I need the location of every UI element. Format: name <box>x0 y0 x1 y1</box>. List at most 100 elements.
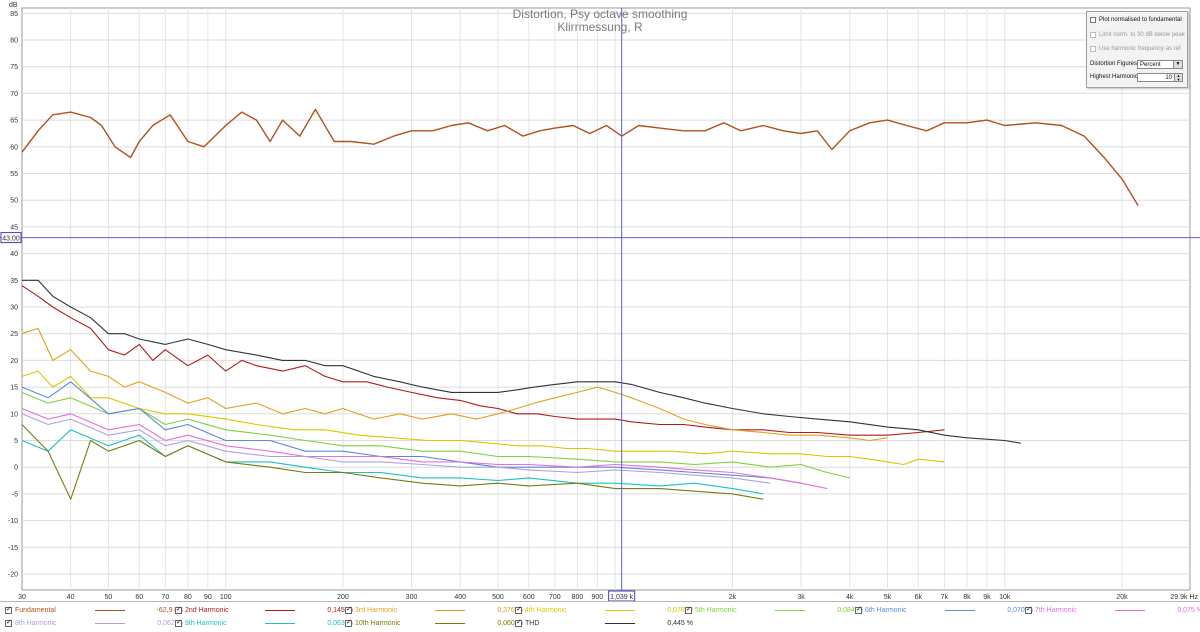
x-tick-label: 800 <box>572 594 584 601</box>
series-lines <box>21 108 1139 500</box>
grid-lines <box>21 7 1191 591</box>
y-tick-label: 40 <box>10 251 18 258</box>
spinner-arrows-icon[interactable]: ▲ ▼ <box>1174 74 1182 82</box>
legend-label: 2nd Harmonic <box>185 606 229 614</box>
legend-checkbox[interactable] <box>685 605 692 614</box>
plot-frame <box>21 7 1191 591</box>
x-tick-label: 300 <box>406 594 418 601</box>
series-7th-harmonic <box>21 407 828 490</box>
legend-item-thd[interactable]: THD 0,445 % <box>515 618 693 628</box>
legend-value: 0,070 % <box>1007 606 1033 614</box>
legend-label: 4th Harmonic <box>525 606 567 614</box>
legend-item-4th-harmonic[interactable]: 4th Harmonic 0,078 % <box>515 605 693 615</box>
series-thd <box>22 279 1021 444</box>
y-tick-label: 35 <box>10 278 18 285</box>
distortion-figures-select[interactable]: Percent ▼ <box>1137 60 1183 69</box>
controls-panel: Plot normalised to fundamental Limit nor… <box>1086 11 1188 88</box>
y-tick-label: 30 <box>10 305 18 312</box>
y-tick-label: 5 <box>14 438 18 445</box>
x-tick-label: 60 <box>135 594 143 601</box>
y-tick-label: -5 <box>12 491 18 498</box>
distortion-plot[interactable]: 43,00 1,039 k -20 -15 -10 -5 0 5 10 15 20 25 30 35 40… <box>0 0 1200 601</box>
legend-item-10th-harmonic[interactable]: 10th Harmonic 0,060 % <box>345 618 523 628</box>
legend-checkbox[interactable] <box>345 605 352 614</box>
legend-checkbox[interactable] <box>175 605 182 614</box>
cursor-x-readout: 1,039 k <box>610 594 633 601</box>
harmonic-freq-label: Use harmonic frequency as ref <box>1099 46 1181 52</box>
legend-swatch <box>265 622 295 624</box>
x-tick-label: 90 <box>204 594 212 601</box>
series-9th-harmonic <box>21 429 764 495</box>
cursor-x-readout-box <box>608 590 636 601</box>
legend-checkbox[interactable] <box>515 605 522 614</box>
legend-item-8th-harmonic[interactable]: 8th Harmonic 0,062 % <box>5 618 183 628</box>
legend-value: 0,075 % <box>1177 606 1200 614</box>
legend-value: 0,062 % <box>157 619 183 627</box>
legend-checkbox[interactable] <box>515 618 522 627</box>
legend-checkbox[interactable] <box>175 618 182 627</box>
legend-swatch <box>265 609 295 611</box>
harmonic-freq-checkbox <box>1090 46 1096 52</box>
legend-checkbox[interactable] <box>5 618 12 627</box>
legend-value: 0,078 % <box>667 606 693 614</box>
chart-title: Distortion, Psy octave smoothing <box>513 7 688 21</box>
x-tick-label: 700 <box>549 594 561 601</box>
y-tick-label: 55 <box>10 171 18 178</box>
x-tick-label: 20k <box>1116 594 1128 601</box>
distortion-figures-label: Distortion Figures: <box>1090 61 1139 67</box>
legend-swatch <box>1115 609 1145 611</box>
plot-background <box>0 0 1200 601</box>
x-tick-label: 10k <box>999 594 1011 601</box>
chevron-down-icon[interactable]: ▼ <box>1173 61 1182 68</box>
y-tick-label: 85 <box>10 11 18 18</box>
legend-item-6th-harmonic[interactable]: 6th Harmonic 0,070 % <box>855 605 1033 615</box>
legend-label: 9th Harmonic <box>185 619 227 627</box>
cursor-lines[interactable]: 43,00 1,039 k <box>0 8 1200 601</box>
legend-value: -62,9 dB <box>156 606 183 614</box>
x-tick-label: 80 <box>184 594 192 601</box>
y-tick-label: 25 <box>10 331 18 338</box>
legend-swatch <box>435 609 465 611</box>
legend-item-5th-harmonic[interactable]: 5th Harmonic 0,084 % <box>685 605 863 615</box>
y-unit-label: dB <box>9 2 18 9</box>
y-tick-label: -20 <box>8 571 18 578</box>
series-4th-harmonic <box>21 370 945 466</box>
legend-item-2nd-harmonic[interactable]: 2nd Harmonic 0,145 % <box>175 605 353 615</box>
legend-value: 0,060 % <box>497 619 523 627</box>
plot-normalised-label: Plot normalised to fundamental <box>1099 17 1182 23</box>
legend-item-7th-harmonic[interactable]: 7th Harmonic 0,075 % <box>1025 605 1200 615</box>
legend-checkbox[interactable] <box>345 618 352 627</box>
legend-label: 8th Harmonic <box>15 619 57 627</box>
legend-checkbox[interactable] <box>5 605 12 614</box>
legend-label: 10th Harmonic <box>355 619 401 627</box>
limit-norm-label: Limit norm. to 30 dB below peak <box>1099 32 1185 38</box>
legend-label: 5th Harmonic <box>695 606 737 614</box>
legend-item-3rd-harmonic[interactable]: 3rd Harmonic 0,376 % <box>345 605 523 615</box>
y-tick-label: 65 <box>10 118 18 125</box>
x-tick-label: 29.9k Hz <box>1170 594 1198 601</box>
x-tick-label: 30 <box>18 594 26 601</box>
legend-checkbox[interactable] <box>855 605 862 614</box>
legend-value: 0,376 % <box>497 606 523 614</box>
x-tick-label: 200 <box>337 594 349 601</box>
legend-swatch <box>605 622 635 624</box>
x-tick-label: 3k <box>797 594 805 601</box>
highest-harmonic-spinner[interactable]: 10 ▲ ▼ <box>1137 73 1183 82</box>
legend-item-fundamental[interactable]: Fundamental -62,9 dB <box>5 605 183 615</box>
legend-label: 6th Harmonic <box>865 606 907 614</box>
harmonic-freq-row: Use harmonic frequency as ref <box>1090 46 1181 52</box>
plot-normalised-row[interactable]: Plot normalised to fundamental <box>1090 17 1182 23</box>
x-tick-label: 6k <box>915 594 923 601</box>
legend-checkbox[interactable] <box>1025 605 1032 614</box>
plot-normalised-checkbox[interactable] <box>1090 17 1096 23</box>
x-tick-label: 7k <box>941 594 949 601</box>
highest-harmonic-value[interactable]: 10 <box>1165 75 1172 81</box>
legend-swatch <box>775 609 805 611</box>
legend-value: 0,084 % <box>837 606 863 614</box>
distortion-figures-value: Percent <box>1140 62 1161 68</box>
x-tick-label: 600 <box>523 594 535 601</box>
legend-item-9th-harmonic[interactable]: 9th Harmonic 0,063 % <box>175 618 353 628</box>
legend-swatch <box>945 609 975 611</box>
chart-svg[interactable]: 43,00 1,039 k -20 -15 -10 -5 0 5 10 15 20 25 30 35 40… <box>0 0 1200 601</box>
x-tick-label: 9k <box>983 594 991 601</box>
